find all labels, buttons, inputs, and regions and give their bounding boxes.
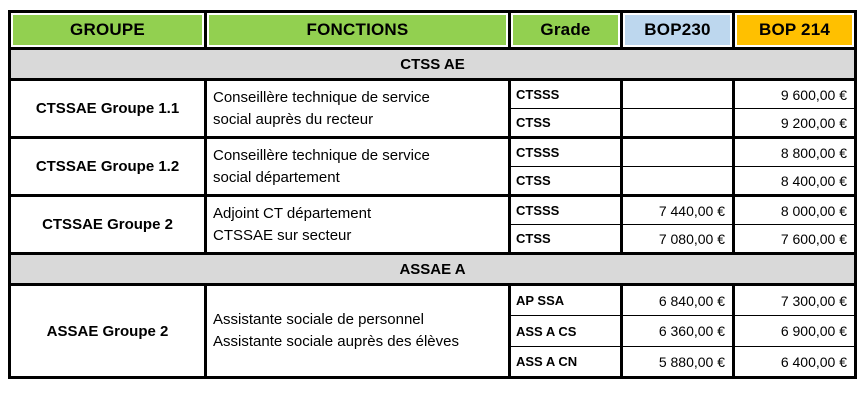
bop230-cell: [620, 166, 735, 197]
grade-cell: CTSS: [508, 166, 623, 197]
bop214-cell: 8 400,00 €: [732, 166, 857, 197]
groupe-cell: CTSSAE Groupe 1.2: [8, 136, 207, 197]
grade-cell: CTSSS: [508, 78, 623, 109]
bop214-cell: 6 900,00 €: [732, 315, 857, 347]
bop230-cell: 7 440,00 €: [620, 194, 735, 225]
header-groupe-label: GROUPE: [13, 15, 202, 45]
bop230-cell: [620, 78, 735, 109]
bop214-cell: 7 300,00 €: [732, 283, 857, 316]
header-grade-label: Grade: [513, 15, 618, 45]
header-cell-groupe: GROUPE: [8, 10, 207, 50]
bop230-cell: 7 080,00 €: [620, 224, 735, 255]
header-cell-fonctions: FONCTIONS: [204, 10, 511, 50]
header-bop230-label: BOP230: [625, 15, 730, 45]
header-fonctions-label: FONCTIONS: [209, 15, 506, 45]
fonctions-cell: Adjoint CT département CTSSAE sur secteu…: [204, 194, 511, 255]
grade-cell: AP SSA: [508, 283, 623, 316]
bop-table-container: GROUPE FONCTIONS Grade BOP230 BOP 214 CT…: [8, 10, 857, 379]
grade-cell: ASS A CN: [508, 346, 623, 379]
fonctions-cell: Conseillère technique de service social …: [204, 78, 511, 139]
bop230-cell: 6 840,00 €: [620, 283, 735, 316]
grade-cell: CTSS: [508, 108, 623, 139]
groupe-cell: CTSSAE Groupe 1.1: [8, 78, 207, 139]
groupe-cell: CTSSAE Groupe 2: [8, 194, 207, 255]
bop-rates-table: GROUPE FONCTIONS Grade BOP230 BOP 214 CT…: [8, 10, 857, 379]
header-cell-bop230: BOP230: [620, 10, 735, 50]
bop214-cell: 8 000,00 €: [732, 194, 857, 225]
section-row-assae-a: ASSAE A: [8, 252, 857, 286]
fonctions-cell: Assistante sociale de personnel Assistan…: [204, 283, 511, 379]
bop230-cell: 5 880,00 €: [620, 346, 735, 379]
bop214-cell: 9 600,00 €: [732, 78, 857, 109]
bop214-cell: 6 400,00 €: [732, 346, 857, 379]
bop214-cell: 8 800,00 €: [732, 136, 857, 167]
bop230-cell: [620, 108, 735, 139]
grade-cell: CTSSS: [508, 136, 623, 167]
bop214-cell: 9 200,00 €: [732, 108, 857, 139]
groupe-cell: ASSAE Groupe 2: [8, 283, 207, 379]
header-bop214-label: BOP 214: [737, 15, 852, 45]
grade-cell: CTSSS: [508, 194, 623, 225]
grade-cell: ASS A CS: [508, 315, 623, 347]
bop230-cell: [620, 136, 735, 167]
bop230-cell: 6 360,00 €: [620, 315, 735, 347]
grade-cell: CTSS: [508, 224, 623, 255]
fonctions-cell: Conseillère technique de service social …: [204, 136, 511, 197]
section-row-ctss-ae: CTSS AE: [8, 47, 857, 81]
header-cell-bop214: BOP 214: [732, 10, 857, 50]
header-cell-grade: Grade: [508, 10, 623, 50]
bop214-cell: 7 600,00 €: [732, 224, 857, 255]
